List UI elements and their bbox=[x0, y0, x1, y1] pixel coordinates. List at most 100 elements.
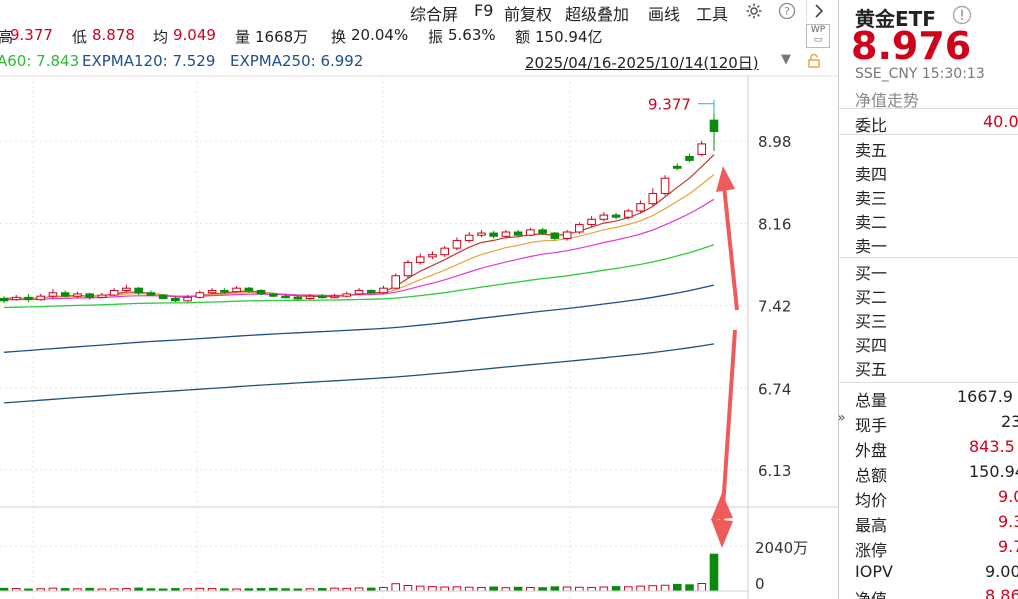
volume-bar bbox=[562, 586, 572, 592]
chart-grid bbox=[0, 75, 838, 599]
bid-5[interactable]: 买五 bbox=[855, 360, 888, 379]
candle bbox=[660, 177, 670, 194]
menu-f9[interactable]: F9 bbox=[474, 1, 494, 20]
ask-1[interactable]: 卖一 bbox=[855, 237, 888, 256]
menu-draw-line[interactable]: 画线 bbox=[648, 5, 681, 24]
stat-value: 9.0 bbox=[998, 487, 1018, 506]
menu-super-overlay[interactable]: 超级叠加 bbox=[565, 5, 630, 24]
stat-label: 外盘 bbox=[855, 441, 888, 460]
dropdown-arrow-icon[interactable]: ▼ bbox=[781, 52, 791, 67]
stat-label: 现手 bbox=[855, 416, 888, 435]
volume-bar bbox=[599, 586, 609, 592]
volume-bar bbox=[648, 585, 658, 592]
date-range[interactable]: 2025/04/16-2025/10/14(120日) bbox=[525, 54, 759, 72]
stat-value: 1667.9 bbox=[957, 387, 1013, 406]
ma-short-line bbox=[3, 154, 715, 300]
candle bbox=[709, 119, 719, 132]
lock-icon[interactable] bbox=[806, 53, 822, 69]
stat-value: 8.86 bbox=[985, 586, 1018, 599]
candle bbox=[60, 292, 70, 297]
candle bbox=[109, 289, 119, 296]
candle bbox=[624, 210, 633, 218]
volume-bar bbox=[672, 583, 682, 592]
candle bbox=[269, 293, 278, 297]
candle bbox=[464, 234, 474, 242]
last-price: 8.976 bbox=[851, 24, 972, 68]
stat-label: 均价 bbox=[855, 491, 888, 510]
bid-1[interactable]: 买一 bbox=[855, 264, 888, 283]
info-icon[interactable] bbox=[952, 5, 972, 25]
axis-labels: 8.98 8.16 7.42 6.74 6.13 2040万 0 9.377 bbox=[648, 96, 808, 593]
volume-bar bbox=[575, 586, 584, 592]
wp-icon[interactable]: WP ▭ bbox=[806, 24, 830, 48]
candle bbox=[403, 261, 413, 277]
collapse-toggle-icon[interactable]: » bbox=[839, 410, 846, 426]
volume-bar bbox=[477, 586, 486, 592]
candle bbox=[293, 296, 303, 300]
volume-bar bbox=[550, 586, 560, 592]
candle bbox=[354, 289, 364, 295]
ask-5[interactable]: 卖五 bbox=[855, 141, 888, 160]
volume-bar bbox=[391, 583, 401, 592]
ask-2[interactable]: 卖二 bbox=[855, 213, 888, 232]
candle bbox=[672, 165, 682, 169]
bid-4[interactable]: 买四 bbox=[855, 336, 888, 355]
bid-2[interactable]: 买二 bbox=[855, 288, 888, 307]
ma60-value: A60: 7.843 bbox=[0, 52, 80, 70]
candle bbox=[550, 232, 560, 239]
candle bbox=[489, 232, 498, 237]
avg-value: 9.049 bbox=[173, 26, 216, 44]
candle bbox=[415, 256, 425, 263]
volume-bar bbox=[440, 586, 449, 592]
volume-bar bbox=[685, 584, 694, 592]
candle bbox=[73, 293, 82, 297]
turnover-value: 20.04% bbox=[351, 26, 409, 44]
candle bbox=[366, 289, 376, 294]
y-tick-label: 6.74 bbox=[758, 380, 791, 398]
stat-label: 最高 bbox=[855, 516, 888, 535]
ma-magenta-line bbox=[3, 198, 715, 301]
candle bbox=[232, 287, 241, 293]
weibi-value: 40.0 bbox=[983, 112, 1018, 131]
help-circle-icon[interactable]: ? bbox=[778, 2, 796, 20]
kline-chart[interactable]: 8.98 8.16 7.42 6.74 6.13 2040万 0 9.377 bbox=[0, 0, 838, 599]
stat-label: 净值 bbox=[855, 586, 887, 599]
candle bbox=[134, 287, 143, 294]
ema120-line bbox=[3, 284, 715, 353]
chevron-right-icon bbox=[815, 4, 824, 18]
bid-3[interactable]: 买三 bbox=[855, 312, 888, 331]
candle bbox=[562, 231, 572, 239]
volume-bar bbox=[611, 586, 621, 592]
menu-tools[interactable]: 工具 bbox=[696, 5, 729, 24]
candle bbox=[281, 295, 290, 299]
candle bbox=[513, 231, 523, 236]
quote-panel: 黄金ETF 8.976 SSE_CNY 15:30:13 净值走势 委比 40.… bbox=[838, 0, 1018, 599]
volume-bar bbox=[526, 586, 535, 592]
turnover-label: 换 bbox=[331, 28, 347, 46]
ma-mid-line bbox=[3, 174, 715, 299]
y-tick-label: 8.16 bbox=[758, 216, 791, 234]
gear-icon[interactable] bbox=[745, 2, 763, 20]
candle bbox=[171, 297, 180, 302]
candle bbox=[648, 192, 658, 205]
ask-3[interactable]: 卖三 bbox=[855, 189, 888, 208]
candle bbox=[501, 231, 511, 237]
candle bbox=[538, 229, 547, 234]
vol-value: 1668万 bbox=[255, 28, 309, 46]
candle bbox=[146, 292, 156, 296]
nav-trend-link[interactable]: 净值走势 bbox=[855, 91, 920, 110]
candle bbox=[685, 155, 694, 161]
ask-4[interactable]: 卖四 bbox=[855, 165, 888, 184]
candle bbox=[85, 293, 94, 298]
next-button[interactable] bbox=[806, 0, 831, 22]
y-tick-label: 8.98 bbox=[758, 133, 791, 151]
weibi-label: 委比 bbox=[855, 116, 888, 135]
menu-zonghe[interactable]: 综合屏 bbox=[410, 5, 459, 24]
volume-bar bbox=[403, 584, 413, 592]
y-tick-label: 6.13 bbox=[758, 462, 791, 480]
volume-bar bbox=[428, 586, 437, 592]
svg-text:?: ? bbox=[784, 5, 790, 18]
candle bbox=[97, 294, 107, 298]
stat-value: 9.3 bbox=[998, 512, 1018, 531]
menu-qianfuquan[interactable]: 前复权 bbox=[504, 5, 553, 24]
